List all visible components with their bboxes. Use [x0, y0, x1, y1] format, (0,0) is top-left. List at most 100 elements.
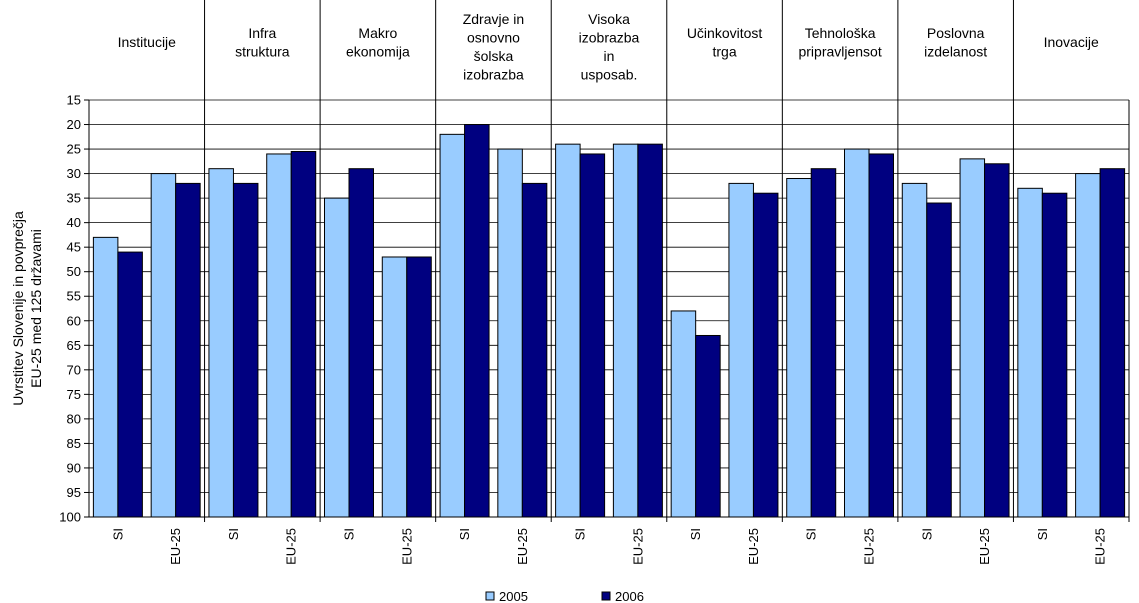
x-tick-label: SI	[919, 528, 934, 540]
y-tick-label: 20	[67, 117, 81, 132]
y-tick-label: 15	[67, 93, 81, 108]
group-label: Visoka izobrazba in usposab.	[579, 11, 640, 83]
group-label-line: struktura	[235, 44, 290, 60]
bar-2005-8	[497, 148, 523, 518]
x-tick-label: EU-25	[746, 528, 761, 565]
y-tick-label: 35	[67, 191, 81, 206]
y-tick-label: 100	[59, 510, 81, 525]
x-tick-label: EU-25	[977, 528, 992, 565]
group-label-line: Poslovna	[927, 25, 985, 41]
x-tick-label: EU-25	[515, 528, 530, 565]
group-label-line: izdelanost	[924, 44, 987, 60]
x-tick-label: EU-25	[862, 528, 877, 565]
bar-2006-11	[695, 334, 721, 518]
bar-2006-8	[521, 182, 548, 518]
group-label-line: Tehnološka	[805, 25, 876, 41]
group-label-line: usposab.	[581, 67, 638, 83]
group-label: Tehnološka pripravljensot	[798, 25, 881, 60]
group-label-line: Institucije	[118, 34, 177, 50]
legend-item-2006: 2006	[601, 589, 644, 603]
legend-label: 2006	[615, 589, 644, 603]
group-label-line: trga	[712, 44, 736, 60]
bar-2006-16	[984, 163, 1010, 518]
bar-2005-12	[728, 182, 754, 518]
bar-2005-11	[670, 310, 697, 518]
bar-2005-1	[92, 236, 119, 518]
y-tick-label: 55	[67, 289, 81, 304]
legend: 2005 2006	[485, 589, 644, 603]
y-tick-label: 70	[67, 362, 81, 377]
bar-2005-4	[266, 153, 292, 518]
bar-2006-4	[290, 151, 317, 518]
x-tick-label: EU-25	[168, 528, 183, 565]
bar-2006-13	[810, 168, 837, 518]
y-tick-label: 40	[67, 215, 81, 230]
group-label-line: izobrazba	[463, 67, 524, 83]
x-tick-label: EU-25	[630, 528, 645, 565]
y-tick-label: 45	[67, 240, 81, 255]
bar-2006-1	[117, 251, 143, 518]
group-label: Zdravje in osnovno šolska izobrazba	[463, 11, 524, 83]
x-tick-labels: SI EU-25 SI EU-25 SI EU-25 SI EU-25 SI EU-25 SI EU-…	[110, 528, 1107, 565]
x-tick-label: SI	[688, 528, 703, 540]
bar-2006-14	[868, 153, 894, 518]
y-axis-title-line: EU-25 med 125 državami	[28, 229, 44, 388]
y-axis-title-line: Uvrstitev Slovenije in povprečja	[10, 211, 26, 406]
y-tick-label: 30	[67, 166, 81, 181]
x-tick-label: EU-25	[284, 528, 299, 565]
y-axis-title: Uvrstitev Slovenije in povprečja EU-25 me…	[10, 211, 44, 406]
y-tick-label: 80	[67, 411, 81, 426]
bar-2006-7	[464, 124, 490, 518]
bar-2005-18	[1075, 173, 1101, 518]
bars	[92, 124, 1126, 518]
group-label-line: Inovacije	[1044, 34, 1099, 50]
bar-2006-5	[348, 168, 374, 518]
bar-2006-10	[637, 143, 663, 518]
bar-2005-10	[612, 143, 639, 518]
bar-2005-14	[844, 148, 870, 518]
bar-2005-16	[959, 158, 986, 518]
group-label: Makro ekonomija	[346, 25, 410, 60]
y-tick-label: 50	[67, 264, 81, 279]
group-label-line: Visoka	[588, 11, 630, 27]
group-label: Inovacije	[1044, 34, 1099, 50]
group-label-line: Učinkovitost	[687, 25, 763, 41]
group-label-line: osnovno	[467, 30, 520, 46]
bar-2005-7	[439, 133, 466, 518]
group-label-line: Makro	[358, 25, 397, 41]
group-label: Učinkovitost trga	[687, 25, 763, 60]
group-label-line: pripravljensot	[798, 44, 881, 60]
y-axis-label: Uvrstitev Slovenije in povprečja EU-25 me…	[10, 211, 44, 406]
group-label: Institucije	[118, 34, 177, 50]
group-label-line: izobrazba	[579, 30, 640, 46]
group-label-line: Zdravje in	[463, 11, 524, 27]
x-tick-label: SI	[457, 528, 472, 540]
group-label-line: šolska	[474, 48, 514, 64]
bar-2006-2	[175, 182, 201, 518]
x-tick-label: EU-25	[1093, 528, 1108, 565]
x-tick-label: SI	[110, 528, 125, 540]
bar-2005-13	[786, 177, 812, 518]
x-tick-label: SI	[342, 528, 357, 540]
bar-2006-6	[406, 256, 432, 518]
group-label-line: ekonomija	[346, 44, 410, 60]
y-tick-label: 60	[67, 313, 81, 328]
bar-2006-17	[1041, 192, 1068, 518]
group-label-line: in	[604, 48, 615, 64]
group-label: Infra struktura	[235, 25, 290, 60]
y-tick-labels: 15 20 25 30 35 40 45 50 55 60 65 70 75 80 85 90 95 100	[59, 93, 81, 525]
x-tick-label: SI	[804, 528, 819, 540]
bar-2005-6	[381, 256, 408, 518]
bar-2006-18	[1099, 168, 1126, 518]
legend-swatch	[601, 591, 611, 601]
y-tick-label: 25	[67, 142, 81, 157]
y-tick-label: 95	[67, 485, 81, 500]
x-tick-label: SI	[1035, 528, 1050, 540]
bar-2006-15	[926, 202, 952, 518]
bar-2006-3	[232, 182, 259, 518]
bar-2006-12	[752, 192, 779, 518]
x-tick-label: EU-25	[399, 528, 414, 565]
bar-2005-5	[324, 197, 350, 518]
bar-2005-9	[555, 143, 581, 518]
